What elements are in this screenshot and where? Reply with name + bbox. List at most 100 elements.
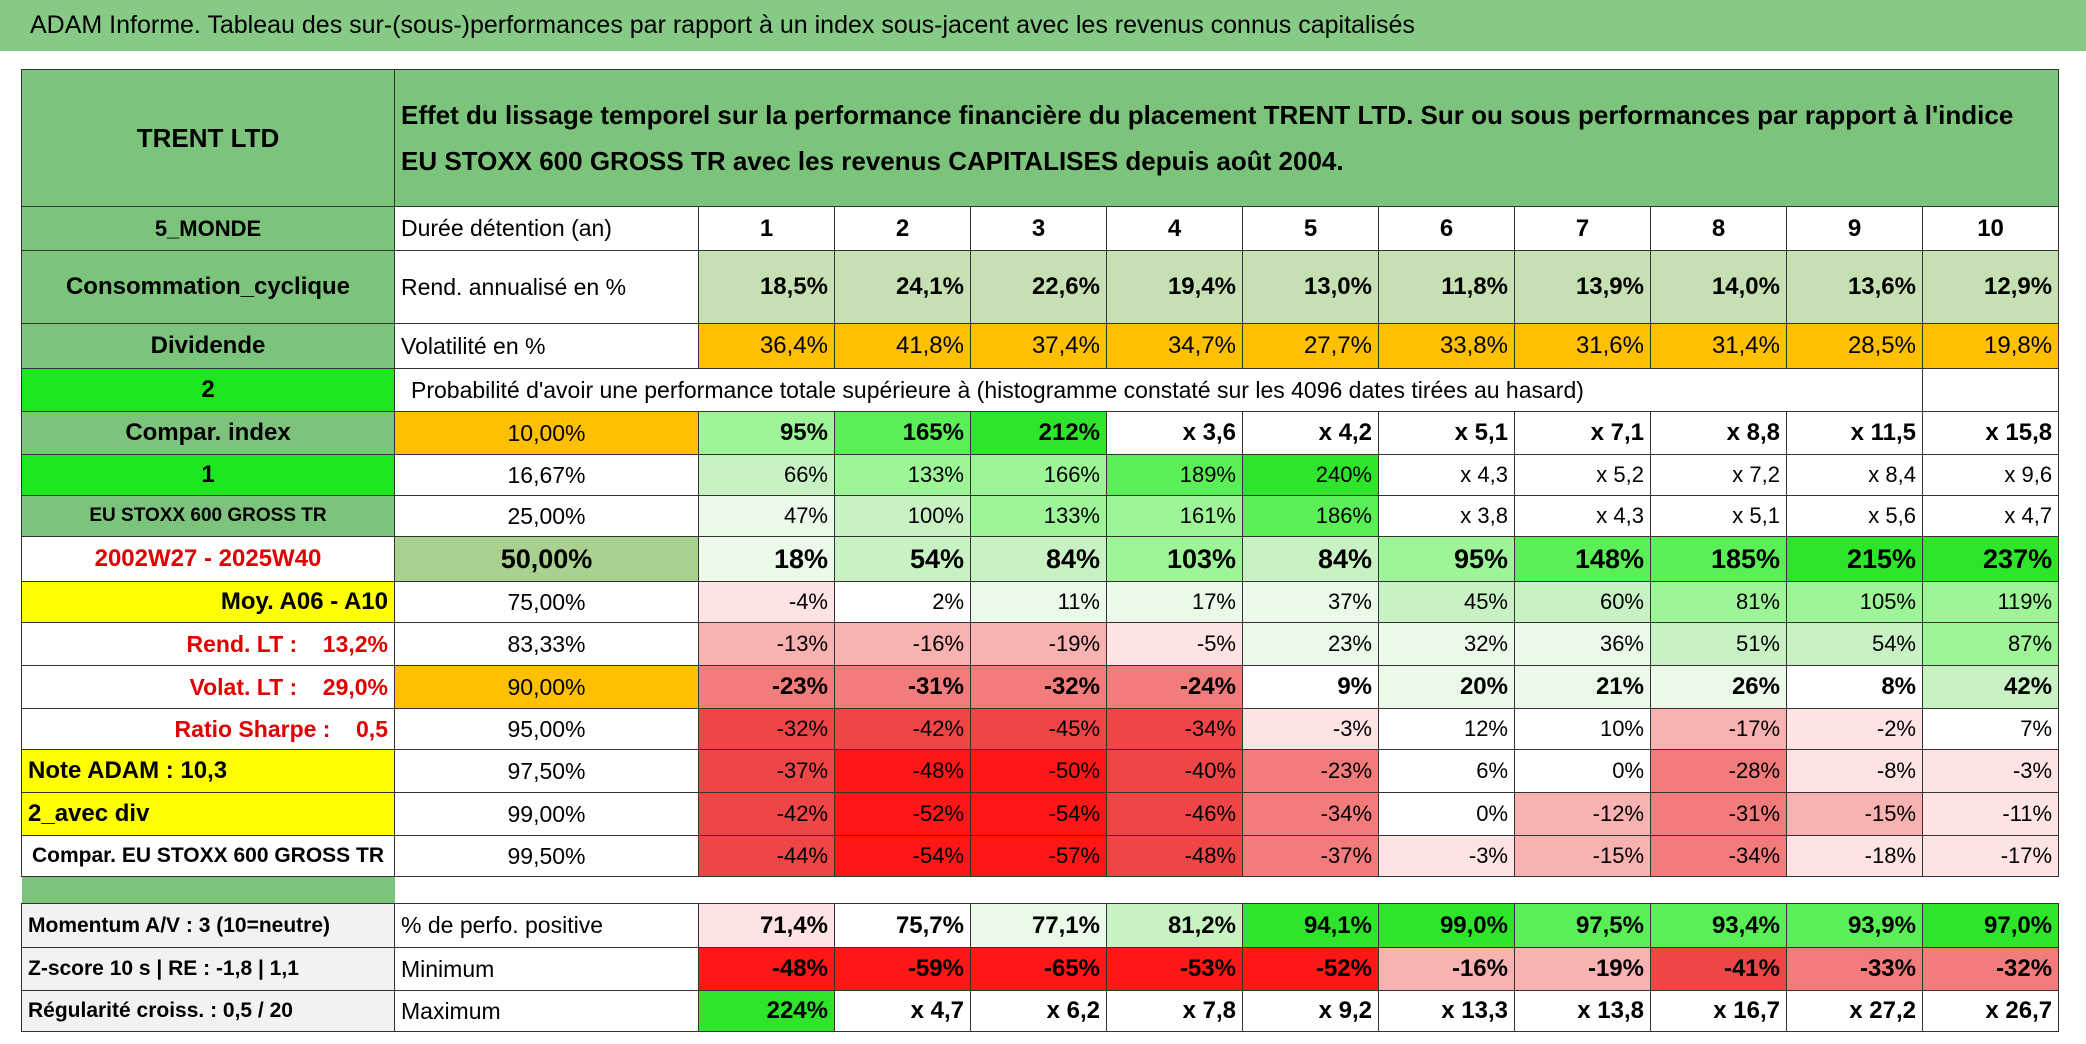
row-label: Dividende xyxy=(21,323,395,369)
value-cell: x 15,8 xyxy=(1921,411,2060,455)
value-cell: -52% xyxy=(1242,947,1379,991)
value-cell: 24,1% xyxy=(834,250,971,324)
table-row: Rend. LT : 13,2% 83,33% -13% -16% -19% -5% 23%… xyxy=(21,622,2060,666)
company-name: TRENT LTD xyxy=(21,69,395,207)
row-sublabel: 97,50% xyxy=(394,749,699,793)
value-cell: 32% xyxy=(1378,622,1515,666)
value-cell: 212% xyxy=(970,411,1107,455)
row-label: Momentum A/V : 3 (10=neutre) xyxy=(21,903,395,948)
value-cell: 18% xyxy=(698,536,835,582)
value-cell: 12% xyxy=(1378,708,1515,750)
value-cell: -44% xyxy=(698,835,835,877)
value-cell: 189% xyxy=(1106,454,1243,496)
table-row: Compar. index 10,00% 95% 165% 212% x 3,6 x 4,2… xyxy=(21,411,2060,455)
value-cell: 103% xyxy=(1106,536,1243,582)
value-cell: -13% xyxy=(698,622,835,666)
value-cell: -8% xyxy=(1786,749,1923,793)
value-cell: -54% xyxy=(970,792,1107,836)
row-label: Régularité croiss. : 0,5 / 20 xyxy=(21,990,395,1032)
value-cell: 31,6% xyxy=(1514,323,1651,369)
row-label: Volat. LT : 29,0% xyxy=(21,665,395,709)
value-cell: -3% xyxy=(1242,708,1379,750)
row-sublabel: Minimum xyxy=(394,947,699,991)
value-cell: -57% xyxy=(970,835,1107,877)
row-label: 2 xyxy=(21,368,395,412)
value-cell: 224% xyxy=(698,990,835,1032)
value-cell: -42% xyxy=(834,708,971,750)
value-cell: 7% xyxy=(1921,708,2060,750)
value-cell: 42% xyxy=(1921,665,2060,709)
value-cell: 77,1% xyxy=(970,903,1107,948)
value-cell: x 13,8 xyxy=(1514,990,1651,1032)
row-label: Moy. A06 - A10 xyxy=(21,581,395,623)
value-cell: 10 xyxy=(1921,206,2060,251)
value-cell: 1 xyxy=(698,206,835,251)
value-cell: 2 xyxy=(834,206,971,251)
table-row: 2 Probabilité d'avoir une performance tot… xyxy=(21,368,2060,412)
value-cell: -16% xyxy=(1378,947,1515,991)
value-cell: 12,9% xyxy=(1921,250,2060,324)
value-cell: x 7,2 xyxy=(1650,454,1787,496)
table-row: TRENT LTD Effet du lissage temporel sur l… xyxy=(21,69,2060,207)
row-sublabel: 75,00% xyxy=(394,581,699,623)
value-cell: -3% xyxy=(1921,749,2060,793)
table-row: Momentum A/V : 3 (10=neutre)% de perfo. … xyxy=(21,903,2060,948)
value-cell: 95% xyxy=(698,411,835,455)
value-cell: x 5,1 xyxy=(1650,495,1787,537)
spacer xyxy=(21,876,395,904)
value-cell: -24% xyxy=(1106,665,1243,709)
value-cell: 19,4% xyxy=(1106,250,1243,324)
table-row: 1 16,67% 66% 133% 166% 189% 240% x 4,3 x 5,2 x 7,… xyxy=(21,454,2060,496)
row-label: EU STOXX 600 GROSS TR xyxy=(21,495,395,537)
value-cell: -2% xyxy=(1786,708,1923,750)
value-cell: -12% xyxy=(1514,792,1651,836)
value-cell: 84% xyxy=(970,536,1107,582)
value-cell: 11% xyxy=(970,581,1107,623)
value-cell: 31,4% xyxy=(1650,323,1787,369)
value-cell: 26% xyxy=(1650,665,1787,709)
row-label: Z-score 10 s | RE : -1,8 | 1,1 xyxy=(21,947,395,991)
value-cell: -34% xyxy=(1650,835,1787,877)
performance-table: TRENT LTD Effet du lissage temporel sur l… xyxy=(21,69,2060,1032)
value-cell: 36,4% xyxy=(698,323,835,369)
row-label: Compar. EU STOXX 600 GROSS TR xyxy=(21,835,395,877)
value-cell: 186% xyxy=(1242,495,1379,537)
value-cell: x 26,7 xyxy=(1921,990,2060,1032)
value-cell: -28% xyxy=(1650,749,1787,793)
value-cell: -37% xyxy=(698,749,835,793)
row-sublabel: Rend. annualisé en % xyxy=(394,250,699,324)
value-cell: 105% xyxy=(1786,581,1923,623)
table-row: 5_MONDE Durée détention (an) 1 2 3 4 5 6 7 8 9 10 xyxy=(21,206,2060,251)
value-cell: 81,2% xyxy=(1106,903,1243,948)
row-label: 2_avec div xyxy=(21,792,395,836)
value-cell: 27,7% xyxy=(1242,323,1379,369)
value-cell: 7 xyxy=(1514,206,1651,251)
table-row: Volat. LT : 29,0% 90,00% -23% -31% -32% -24% 9… xyxy=(21,665,2060,709)
value-cell: -42% xyxy=(698,792,835,836)
value-cell: -11% xyxy=(1921,792,2060,836)
value-cell: -48% xyxy=(698,947,835,991)
value-cell: 37% xyxy=(1242,581,1379,623)
value-cell: -19% xyxy=(1514,947,1651,991)
value-cell: -15% xyxy=(1786,792,1923,836)
value-cell: 93,9% xyxy=(1786,903,1923,948)
row-sublabel: 83,33% xyxy=(394,622,699,666)
table-row: Consommation_cyclique Rend. annualisé en … xyxy=(21,250,2060,324)
value-cell: 28,5% xyxy=(1786,323,1923,369)
value-cell: -34% xyxy=(1242,792,1379,836)
value-cell: x 3,6 xyxy=(1106,411,1243,455)
value-cell: 66% xyxy=(698,454,835,496)
value-cell: x 5,6 xyxy=(1786,495,1923,537)
value-cell: 23% xyxy=(1242,622,1379,666)
value-cell: x 4,3 xyxy=(1378,454,1515,496)
value-cell: 33,8% xyxy=(1378,323,1515,369)
value-cell: -15% xyxy=(1514,835,1651,877)
value-cell: 10% xyxy=(1514,708,1651,750)
value-cell: 8 xyxy=(1650,206,1787,251)
value-cell: x 9,2 xyxy=(1242,990,1379,1032)
value-cell: 22,6% xyxy=(970,250,1107,324)
row-sublabel: 95,00% xyxy=(394,708,699,750)
value-cell: x 3,8 xyxy=(1378,495,1515,537)
section-heading: Probabilité d'avoir une performance tota… xyxy=(394,368,1923,412)
value-cell: 37,4% xyxy=(970,323,1107,369)
